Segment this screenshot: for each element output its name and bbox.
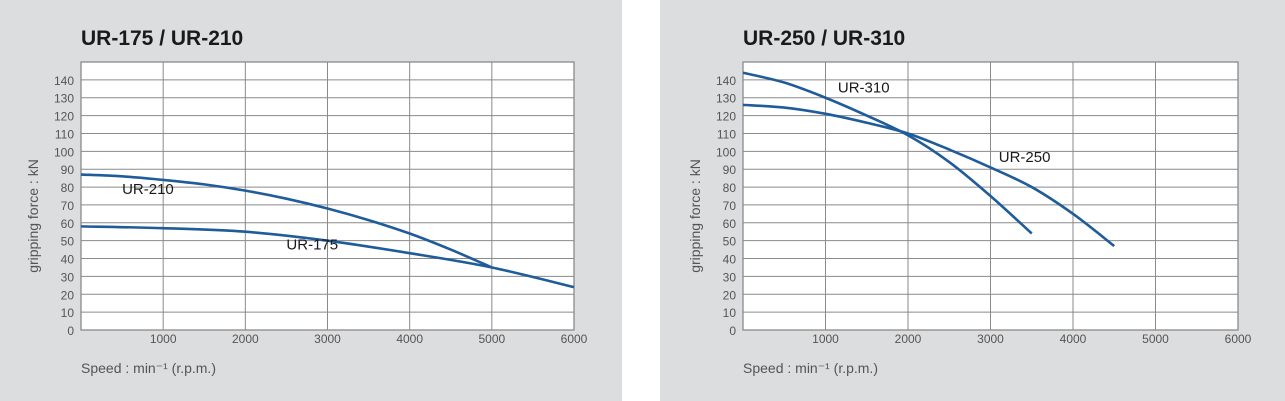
y-tick-label: 70 [61, 199, 75, 213]
x-tick-label: 3000 [977, 332, 1004, 346]
y-tick-label: 20 [723, 288, 737, 302]
series-label: UR-175 [286, 237, 338, 254]
y-tick-label: 120 [716, 110, 736, 124]
y-tick-label: 110 [717, 127, 736, 141]
x-axis-label: Speed : min⁻¹ (r.p.m.) [81, 360, 216, 376]
chart-1: UR-250 / UR-310 1000 2000 3000 4000 5000 6000 0… [687, 27, 1252, 376]
y-tick-label: 100 [716, 145, 736, 159]
y-tick-label: 110 [55, 127, 74, 141]
y-tick-label: 90 [723, 163, 737, 177]
y-tick-label: 80 [723, 181, 737, 195]
y-tick-label: 70 [723, 199, 737, 213]
y-tick-label: 60 [61, 217, 75, 231]
y-tick-label: 40 [61, 253, 75, 267]
y-tick-label: 0 [729, 324, 736, 338]
x-tick-label: 2000 [895, 332, 922, 346]
y-tick-label: 50 [61, 235, 75, 249]
x-tick-label: 1000 [812, 332, 839, 346]
y-axis-label: gripping force : kN [687, 159, 703, 273]
y-tick-label: 30 [723, 270, 737, 284]
chart-title: UR-175 / UR-210 [81, 27, 243, 50]
y-tick-label: 20 [61, 288, 75, 302]
y-tick-label: 40 [723, 253, 737, 267]
x-tick-label: 2000 [232, 332, 259, 346]
x-tick-label: 5000 [478, 332, 505, 346]
y-tick-label: 80 [61, 181, 75, 195]
y-tick-label: 140 [716, 74, 736, 88]
x-tick-label: 6000 [1225, 332, 1252, 346]
x-axis-label: Speed : min⁻¹ (r.p.m.) [743, 360, 878, 376]
x-tick-label: 4000 [396, 332, 423, 346]
y-axis-label: gripping force : kN [25, 159, 41, 273]
y-tick-label: 130 [54, 92, 74, 106]
x-tick-label: 1000 [150, 332, 177, 346]
series-line-ur-175 [80, 225, 575, 289]
y-tick-label: 10 [723, 306, 737, 320]
series-line-ur-210 [80, 173, 493, 269]
y-tick-label: 0 [67, 324, 74, 338]
x-tick-label: 6000 [561, 332, 588, 346]
x-tick-label: 5000 [1142, 332, 1169, 346]
y-tick-label: 30 [61, 270, 75, 284]
series-line-ur-310 [742, 71, 1033, 235]
y-tick-label: 100 [54, 145, 74, 159]
y-tick-label: 50 [723, 235, 737, 249]
series-label: UR-210 [122, 181, 174, 198]
y-tick-label: 60 [723, 217, 737, 231]
x-tick-label: 4000 [1060, 332, 1087, 346]
y-tick-label: 130 [716, 92, 736, 106]
chart-title: UR-250 / UR-310 [743, 27, 905, 50]
y-tick-label: 120 [54, 110, 74, 124]
series-label: UR-310 [838, 79, 890, 96]
y-tick-label: 90 [61, 163, 75, 177]
y-tick-label: 140 [54, 74, 74, 88]
y-tick-label: 10 [61, 306, 75, 320]
series-line-ur-250 [742, 103, 1116, 248]
series-label: UR-250 [999, 149, 1051, 166]
x-tick-label: 3000 [314, 332, 341, 346]
chart-0: UR-175 / UR-210 1000 2000 3000 4000 5000 6000 0… [25, 27, 588, 376]
